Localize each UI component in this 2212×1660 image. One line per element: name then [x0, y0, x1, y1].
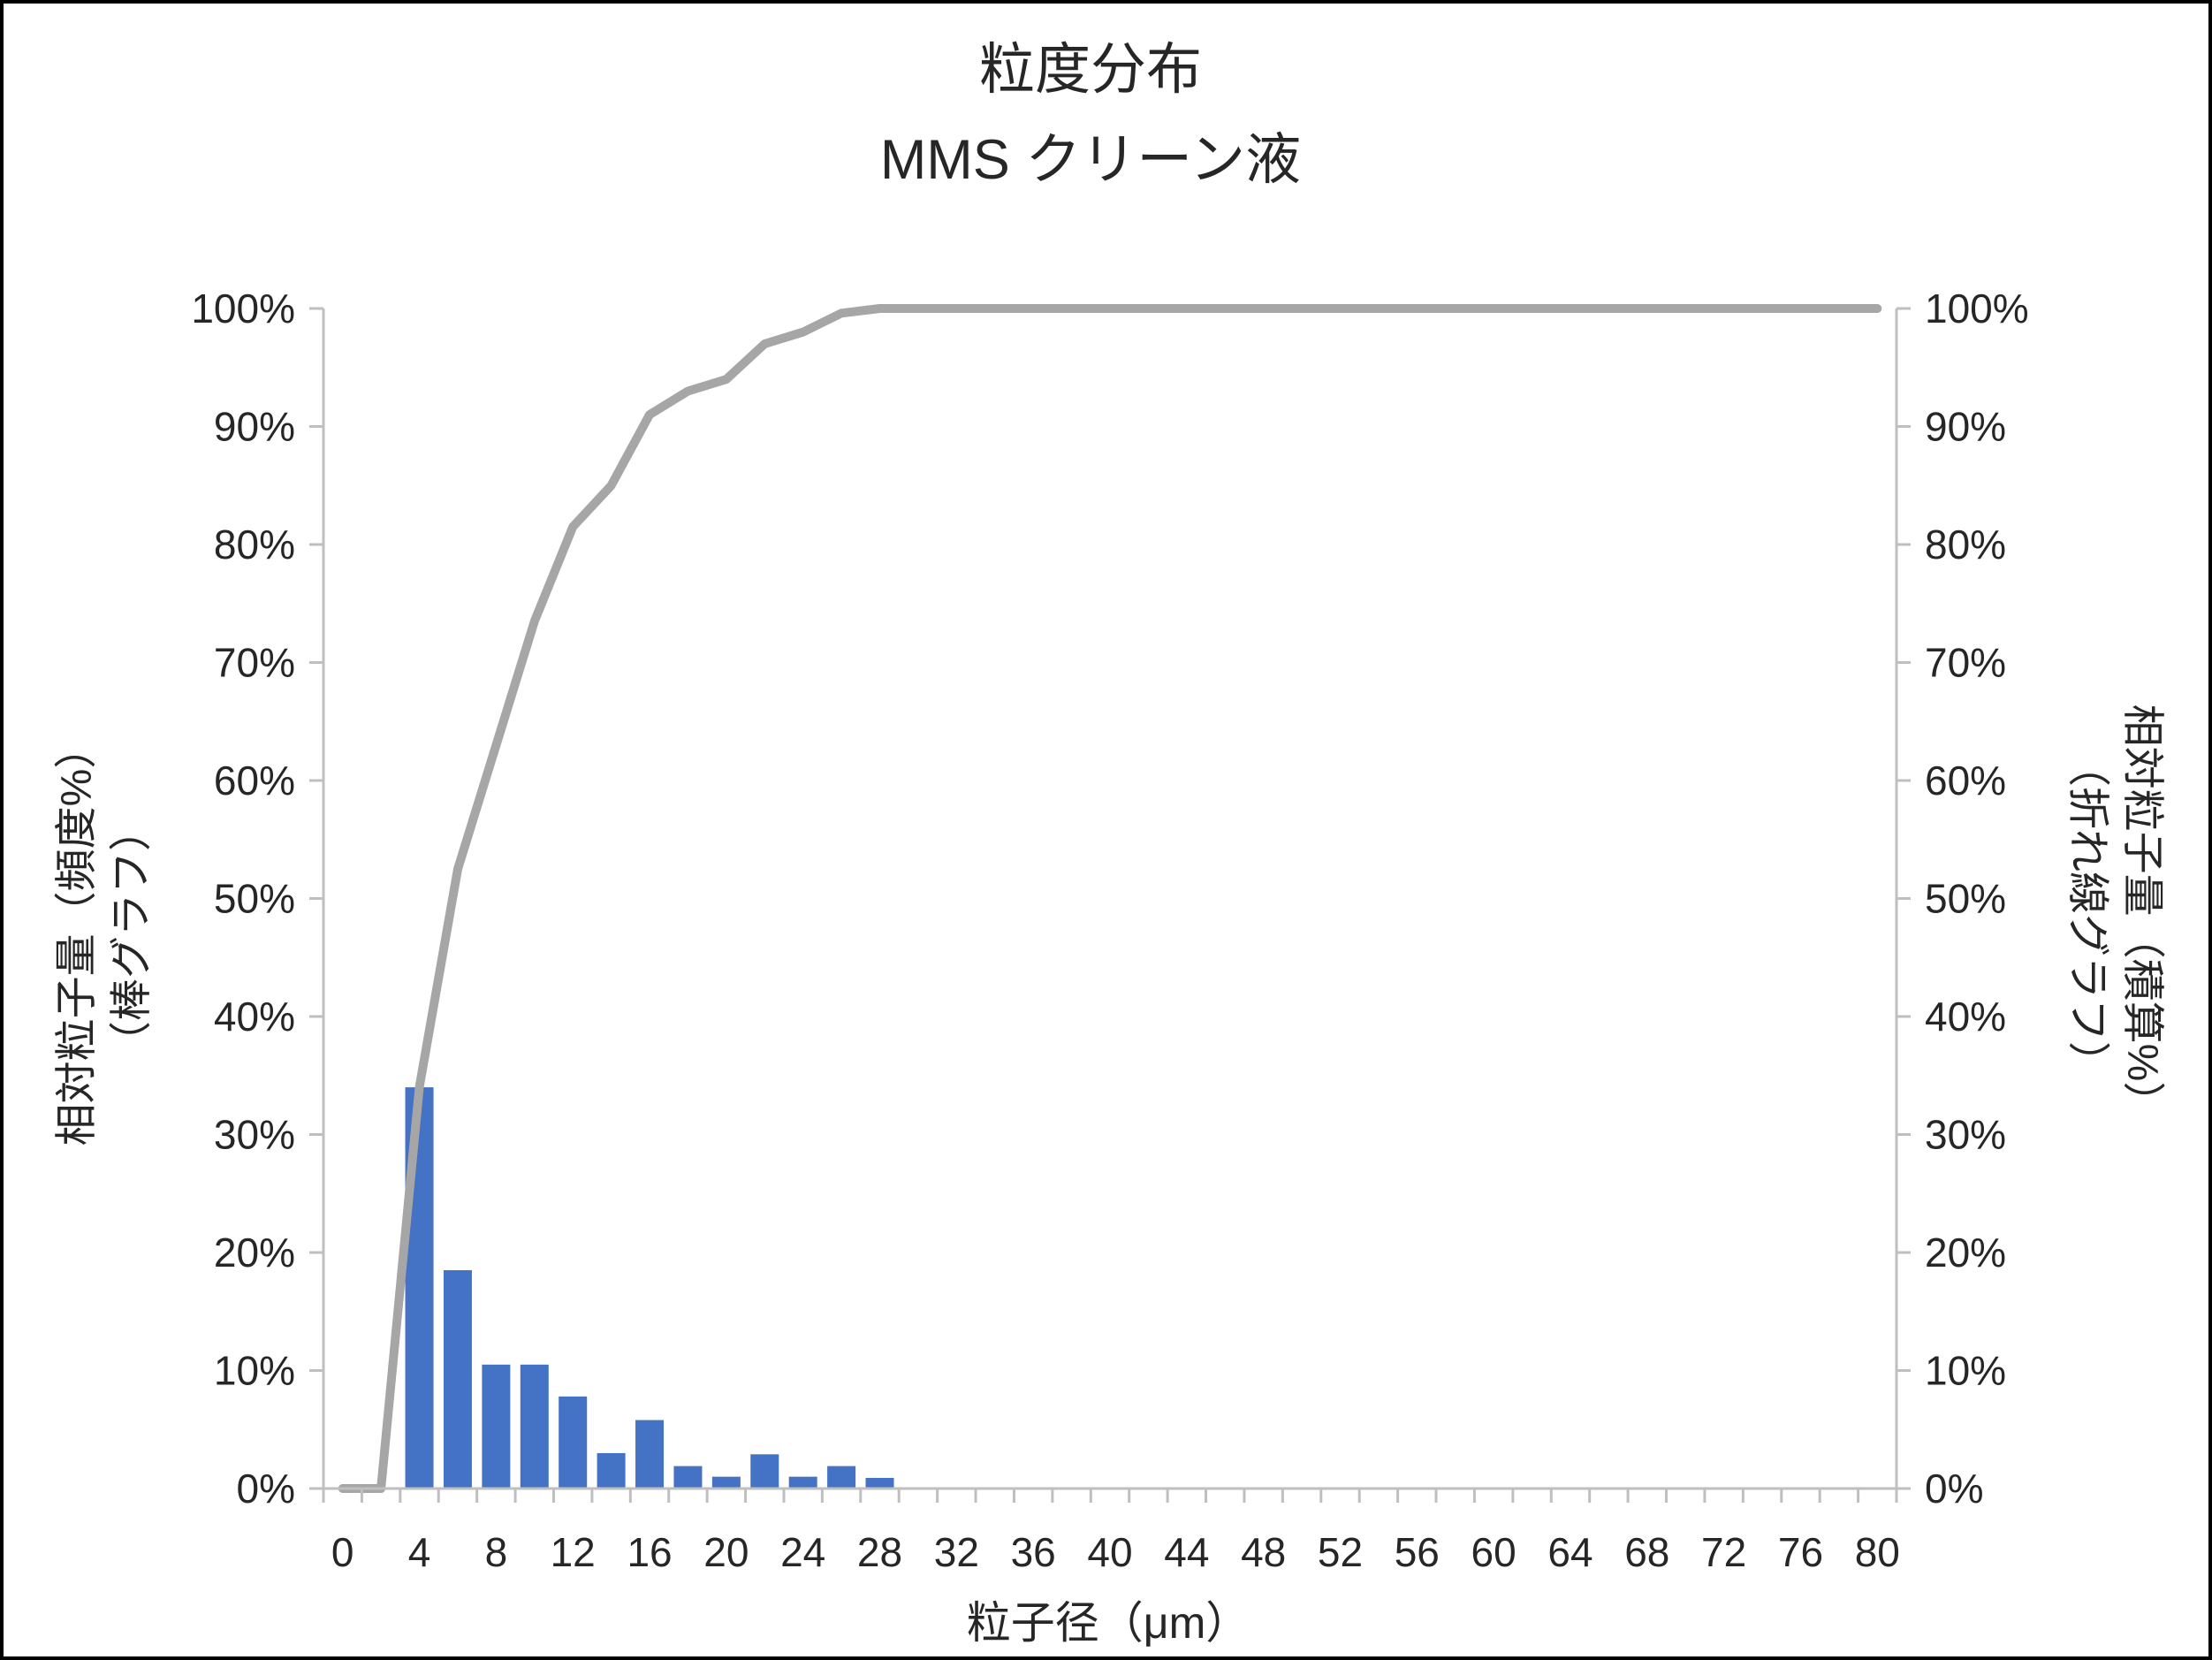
x-tick-label: 20: [703, 1529, 749, 1575]
left-y-tick-label: 60%: [214, 758, 295, 803]
left-y-tick-label: 10%: [214, 1348, 295, 1394]
right-y-tick-label: 30%: [1925, 1112, 2006, 1158]
x-tick-label: 32: [934, 1529, 979, 1575]
chart-subtitle: MMS クリーン液: [879, 129, 1302, 191]
right-y-tick-label: 40%: [1925, 994, 2006, 1039]
bar-18um: [673, 1466, 703, 1489]
x-tick-label: 4: [408, 1529, 431, 1575]
right-y-tick-label: 100%: [1925, 286, 2029, 331]
right-y-tick-label: 10%: [1925, 1348, 2006, 1394]
x-tick-label: 48: [1241, 1529, 1286, 1575]
bar-28um: [865, 1477, 894, 1489]
x-tick-label: 52: [1318, 1529, 1363, 1575]
x-tick-label: 40: [1087, 1529, 1132, 1575]
bar-20um: [711, 1476, 741, 1489]
x-tick-label: 0: [331, 1529, 354, 1575]
left-y-tick-label: 20%: [214, 1230, 295, 1275]
x-tick-label: 16: [627, 1529, 672, 1575]
x-tick-label: 8: [485, 1529, 508, 1575]
bar-14um: [597, 1452, 626, 1489]
bar-26um: [827, 1466, 856, 1489]
left-y-tick-label: 30%: [214, 1112, 295, 1158]
bar-6um: [443, 1270, 472, 1489]
x-axis-title: 粒子径（μm）: [966, 1598, 1250, 1648]
left-y-tick-label: 90%: [214, 404, 295, 450]
bar-10um: [520, 1364, 549, 1489]
left-y-tick-label: 70%: [214, 640, 295, 686]
left-y-tick-label: 100%: [191, 286, 295, 331]
chart-title: 粒度分布: [979, 39, 1202, 101]
x-tick-label: 76: [1778, 1529, 1823, 1575]
x-tick-label: 28: [857, 1529, 902, 1575]
right-y-tick-label: 20%: [1925, 1230, 2006, 1275]
x-tick-label: 12: [551, 1529, 596, 1575]
x-tick-label: 60: [1471, 1529, 1516, 1575]
left-y-tick-label: 50%: [214, 876, 295, 922]
x-tick-label: 72: [1701, 1529, 1746, 1575]
x-tick-label: 68: [1624, 1529, 1669, 1575]
x-tick-label: 56: [1395, 1529, 1440, 1575]
bar-12um: [559, 1396, 588, 1489]
x-tick-label: 24: [780, 1529, 825, 1575]
right-y-tick-label: 70%: [1925, 640, 2006, 686]
left-y-tick-label: 40%: [214, 994, 295, 1039]
right-y-tick-label: 60%: [1925, 758, 2006, 803]
bar-8um: [482, 1364, 511, 1489]
right-y-tick-label: 80%: [1925, 522, 2006, 567]
x-tick-label: 64: [1547, 1529, 1592, 1575]
bar-22um: [750, 1454, 779, 1489]
bar-24um: [788, 1476, 817, 1489]
left-y-tick-label: 0%: [237, 1466, 295, 1512]
right-y-tick-label: 50%: [1925, 876, 2006, 922]
right-y-tick-label: 0%: [1925, 1466, 1983, 1512]
plot-area: 0% 0% 10% 10% 20% 20% 30% 30% 40% 40% 50% 50% 60% 60%…: [191, 286, 2029, 1575]
bar-16um: [635, 1420, 665, 1489]
x-tick-label: 44: [1164, 1529, 1209, 1575]
x-tick-label: 80: [1855, 1529, 1900, 1575]
x-tick-label: 36: [1011, 1529, 1056, 1575]
cumulative-line: [338, 304, 1882, 1493]
right-y-tick-label: 90%: [1925, 404, 2006, 450]
left-y-tick-label: 80%: [214, 522, 295, 567]
